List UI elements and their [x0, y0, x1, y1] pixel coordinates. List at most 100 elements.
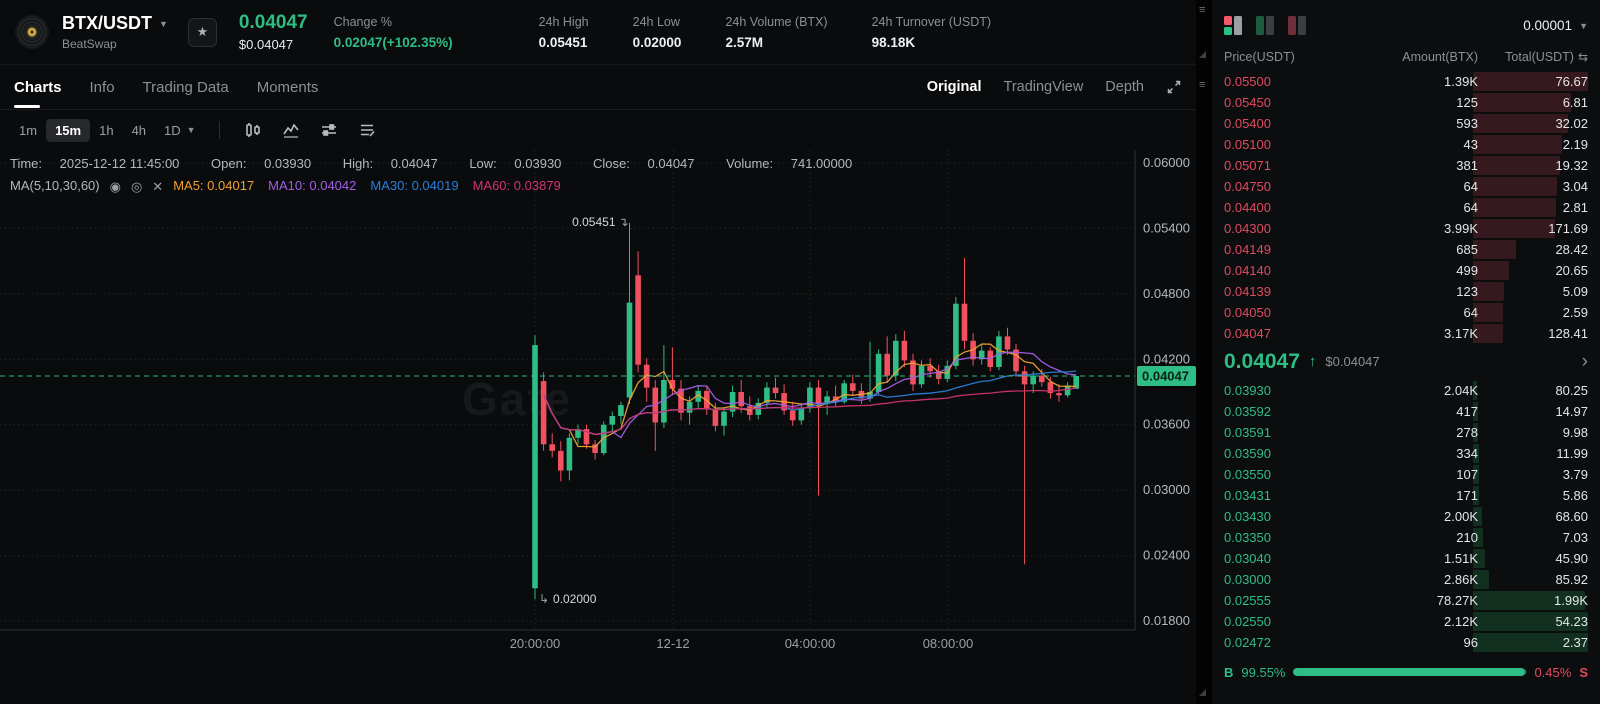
bid-row[interactable]: 0.03590 334 11.99: [1224, 443, 1588, 463]
bid-row[interactable]: 0.03040 1.51K 45.90: [1224, 548, 1588, 568]
menu-handle-icon[interactable]: ≡: [1199, 79, 1206, 91]
last-price-block: 0.04047 $0.04047: [239, 12, 308, 52]
interval-1m[interactable]: 1m: [19, 122, 38, 138]
bid-row[interactable]: 0.03591 278 9.98: [1224, 422, 1588, 442]
ask-row[interactable]: 0.04140 499 20.65: [1224, 260, 1588, 280]
svg-text:0.02400: 0.02400: [1143, 548, 1190, 563]
bid-row[interactable]: 0.03592 417 14.97: [1224, 401, 1588, 421]
resize-grip[interactable]: [1199, 689, 1206, 696]
mid-price: 0.04047: [1224, 349, 1300, 373]
toolbar-divider: [218, 121, 220, 139]
tab-original[interactable]: Original: [926, 79, 982, 95]
ask-row[interactable]: 0.04300 3.99K 171.69: [1224, 218, 1588, 238]
candlestick-style-icon[interactable]: [244, 121, 262, 139]
stat-24h-low: 24h Low 0.02000: [632, 14, 682, 50]
stat-24h-volume: 24h Volume (BTX) 2.57M: [725, 14, 828, 50]
last-price: 0.04047: [238, 12, 308, 33]
chart-panel: BTX/USDT ▼ BeatSwap ★ 0.04047 $0.04047 C…: [0, 0, 1196, 704]
bid-row[interactable]: 0.03350 210 7.03: [1224, 527, 1588, 547]
buy-percent: 99.55%: [1241, 664, 1286, 680]
close-icon[interactable]: ✕: [152, 178, 164, 194]
ask-row[interactable]: 0.05071 381 19.32: [1224, 155, 1588, 175]
precision-selector[interactable]: 0.00001 ▼: [1523, 18, 1588, 33]
bid-row[interactable]: 0.02555 78.27K 1.99K: [1224, 590, 1588, 610]
menu-handle-icon[interactable]: ≡: [1199, 4, 1206, 16]
svg-text:↳: ↳: [539, 592, 549, 606]
candlestick-chart[interactable]: 0.06000 0.05400 0.04800 0.04200 0.03600 0.030…: [0, 150, 1196, 655]
ma5-value: MA5: 0.04017: [173, 178, 255, 193]
ma60-value: MA60: 0.03879: [472, 178, 561, 193]
price-up-icon: ↑: [1308, 353, 1317, 371]
stat-change: Change % 0.02047(+102.35%): [333, 14, 453, 50]
order-book-panel: 0.00001 ▼ Price(USDT) Amount(BTX) Total(…: [1212, 0, 1600, 704]
ask-row[interactable]: 0.05400 593 32.02: [1224, 113, 1588, 133]
resize-grip[interactable]: [1199, 51, 1206, 58]
bid-row[interactable]: 0.02472 96 2.37: [1224, 632, 1588, 652]
ratio-bar: [1293, 668, 1527, 677]
svg-text:12-12: 12-12: [656, 636, 689, 651]
bid-row[interactable]: 0.02550 2.12K 54.23: [1224, 611, 1588, 631]
chevron-right-icon[interactable]: ›: [1581, 350, 1588, 372]
bid-row[interactable]: 0.03930 2.04K 80.25: [1224, 380, 1588, 400]
ask-row[interactable]: 0.05100 43 2.19: [1224, 134, 1588, 154]
svg-text:0.04800: 0.04800: [1143, 286, 1190, 301]
pair-selector[interactable]: BTX/USDT ▼: [62, 13, 168, 34]
ask-row[interactable]: 0.04047 3.17K 128.41: [1224, 323, 1588, 343]
svg-text:↴: ↴: [619, 215, 629, 229]
order-book-header: 0.00001 ▼: [1224, 0, 1588, 47]
favorite-button[interactable]: ★: [187, 17, 217, 47]
tab-depth[interactable]: Depth: [1105, 79, 1144, 95]
last-price-tag: 0.04047: [1137, 366, 1196, 386]
tab-tradingview[interactable]: TradingView: [1003, 79, 1084, 95]
svg-text:0.04047: 0.04047: [1142, 369, 1189, 384]
svg-text:20:00:00: 20:00:00: [510, 636, 561, 651]
bids-list: 0.03930 2.04K 80.25 0.03592 417 14.97 0.03591 2…: [1224, 380, 1588, 653]
ask-row[interactable]: 0.04400 64 2.81: [1224, 197, 1588, 217]
stat-24h-turnover: 24h Turnover (USDT) 98.18K: [871, 14, 992, 50]
bid-row[interactable]: 0.03430 2.00K 68.60: [1224, 506, 1588, 526]
line-chart-icon[interactable]: [282, 121, 300, 139]
fullscreen-icon[interactable]: [1166, 79, 1182, 95]
indicator-settings-icon[interactable]: [320, 121, 338, 139]
book-view-both-icon[interactable]: [1224, 16, 1243, 36]
tab-moments[interactable]: Moments: [256, 78, 319, 96]
chevron-down-icon: ▼: [159, 18, 168, 29]
book-view-asks-icon[interactable]: [1288, 16, 1307, 36]
chart-container: 0.06000 0.05400 0.04800 0.04200 0.03600 0.030…: [0, 150, 1196, 704]
buy-sell-ratio: B 99.55% 0.45% S: [1224, 653, 1588, 704]
tab-trading-data[interactable]: Trading Data: [142, 78, 229, 96]
order-book-columns: Price(USDT) Amount(BTX) Total(USDT) ⇆: [1224, 47, 1588, 66]
bid-row[interactable]: 0.03000 2.86K 85.92: [1224, 569, 1588, 589]
star-icon: ★: [196, 24, 209, 39]
eye-icon[interactable]: ◉: [109, 178, 121, 194]
ask-row[interactable]: 0.05450 125 6.81: [1224, 92, 1588, 112]
ask-row[interactable]: 0.04050 64 2.59: [1224, 302, 1588, 322]
interval-1d-dropdown[interactable]: 1D ▼: [164, 122, 196, 138]
mid-price-row[interactable]: 0.04047 ↑ $0.04047 ›: [1224, 344, 1588, 380]
tab-info[interactable]: Info: [89, 78, 115, 96]
book-view-bids-icon[interactable]: [1256, 16, 1275, 36]
interval-15m[interactable]: 15m: [46, 118, 91, 142]
bid-row[interactable]: 0.03431 171 5.86: [1224, 485, 1588, 505]
column-price: Price(USDT): [1224, 49, 1295, 64]
panel-divider[interactable]: ≡ ≡: [1196, 0, 1212, 704]
interval-1h[interactable]: 1h: [99, 122, 114, 138]
order-list-icon[interactable]: [358, 121, 376, 139]
bid-row[interactable]: 0.03550 107 3.79: [1224, 464, 1588, 484]
ask-row[interactable]: 0.04750 64 3.04: [1224, 176, 1588, 196]
ma30-value: MA30: 0.04019: [370, 178, 459, 193]
eye-outline-icon[interactable]: ◎: [130, 178, 143, 194]
tab-charts[interactable]: Charts: [14, 78, 62, 108]
svg-text:0.03600: 0.03600: [1143, 417, 1190, 432]
ma-title: MA(5,10,30,60): [10, 178, 100, 193]
network-label: BeatSwap: [62, 37, 117, 51]
ask-row[interactable]: 0.04149 685 28.42: [1224, 239, 1588, 259]
interval-4h[interactable]: 4h: [131, 122, 147, 138]
ask-row[interactable]: 0.05500 1.39K 76.67: [1224, 71, 1588, 91]
sell-label: S: [1579, 664, 1588, 680]
precision-value: 0.00001: [1523, 18, 1573, 34]
svg-text:0.03000: 0.03000: [1143, 482, 1190, 497]
swap-unit-icon[interactable]: ⇆: [1577, 49, 1588, 64]
svg-text:0.01800: 0.01800: [1143, 613, 1190, 628]
ask-row[interactable]: 0.04139 123 5.09: [1224, 281, 1588, 301]
